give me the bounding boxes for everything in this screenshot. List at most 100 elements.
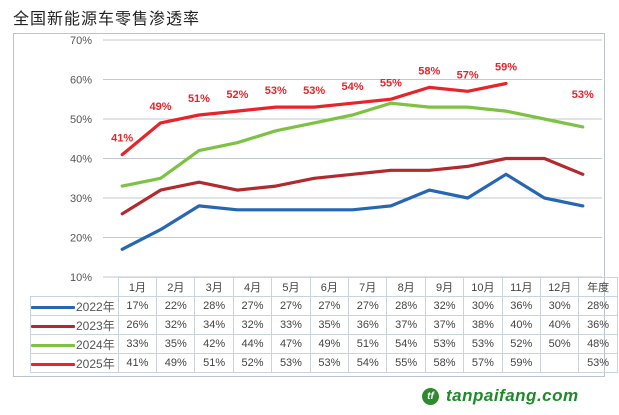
- table-cell: 26%: [117, 315, 158, 335]
- table-cell: 49%: [156, 353, 196, 373]
- table-cell: 35%: [156, 334, 196, 354]
- table-cell: 53%: [271, 353, 311, 373]
- data-label: 52%: [226, 89, 248, 101]
- category-label: 11月: [501, 277, 542, 297]
- y-tick-label: 40%: [70, 154, 92, 166]
- table-cell: 33%: [271, 315, 311, 335]
- table-row: 2024年 33% 35% 42% 44% 47% 49% 51% 54% 53% 53% 52% 50…: [30, 334, 618, 354]
- table-cell: 59%: [501, 353, 542, 373]
- table-row: 2022年 17% 22% 28% 27% 27% 27% 27% 28% 32% 30% 36% 30…: [30, 296, 618, 316]
- table-cell: 22%: [156, 296, 196, 316]
- logo-text: tanpaifang.com: [446, 386, 579, 405]
- series-line-2022年: [120, 172, 585, 251]
- y-tick-label: 50%: [70, 114, 92, 126]
- y-tick-label: 20%: [70, 233, 92, 245]
- legend-entry: 2025年: [30, 353, 119, 373]
- table-cell: 53%: [578, 353, 618, 373]
- legend-swatch-icon: [31, 324, 75, 328]
- data-label: 57%: [457, 69, 479, 81]
- legend-entry: 2023年: [30, 315, 119, 335]
- table-cell: 36%: [578, 315, 618, 335]
- table-cell: 27%: [232, 296, 273, 316]
- data-label: 59%: [495, 61, 517, 73]
- table-row: 2025年 41% 49% 51% 52% 53% 53% 54% 55% 58% 57% 59% 53…: [30, 353, 618, 373]
- series-name: 2024年: [76, 337, 115, 352]
- data-table: 1月 2月 3月 4月 5月 6月 7月 8月 9月 10月 11月 12月 年度 2022年 17% 22%…: [30, 277, 618, 373]
- watermark-logo: tf tanpaifang.com: [422, 386, 579, 406]
- table-cell: 28%: [578, 296, 618, 316]
- table-cell: 32%: [156, 315, 196, 335]
- table-cell: 27%: [271, 296, 311, 316]
- series-name: 2022年: [76, 299, 115, 314]
- table-header-row: 1月 2月 3月 4月 5月 6月 7月 8月 9月 10月 11月 12月 年度: [30, 277, 618, 297]
- table-cell: 57%: [463, 353, 503, 373]
- table-cell: 51%: [194, 353, 234, 373]
- legend-swatch-icon: [31, 362, 75, 366]
- data-label: 55%: [380, 77, 402, 89]
- category-label: 6月: [309, 277, 350, 297]
- table-cell: 36%: [501, 296, 542, 316]
- table-cell: 55%: [386, 353, 426, 373]
- series-line-2025年: [120, 81, 508, 157]
- data-label: 49%: [150, 101, 172, 113]
- category-label: 3月: [194, 277, 234, 297]
- series-name: 2023年: [76, 318, 115, 333]
- category-label: 10月: [463, 277, 503, 297]
- table-cell: 28%: [386, 296, 426, 316]
- data-label: 51%: [188, 93, 210, 105]
- y-tick-label: 30%: [70, 193, 92, 205]
- table-cell: 17%: [117, 296, 158, 316]
- table-cell: 34%: [194, 315, 234, 335]
- table-cell: 44%: [232, 334, 273, 354]
- table-cell: 54%: [348, 353, 388, 373]
- y-tick-label: 60%: [70, 75, 92, 87]
- table-cell: 52%: [501, 334, 542, 354]
- table-cell: 53%: [309, 353, 350, 373]
- category-label: 12月: [539, 277, 580, 297]
- table-cell: 28%: [194, 296, 234, 316]
- data-label: 53%: [572, 89, 594, 101]
- table-cell: 32%: [232, 315, 273, 335]
- table-cell: 41%: [117, 353, 158, 373]
- category-label: 7月: [348, 277, 388, 297]
- logo-icon: tf: [422, 387, 439, 405]
- table-cell: 40%: [539, 315, 580, 335]
- data-label: 58%: [418, 65, 440, 77]
- category-label: 4月: [232, 277, 273, 297]
- table-cell: 53%: [424, 334, 465, 354]
- chart-title: 全国新能源车零售渗透率: [13, 9, 201, 28]
- table-cell: 38%: [463, 315, 503, 335]
- table-cell: 33%: [117, 334, 158, 354]
- table-cell: 40%: [501, 315, 542, 335]
- table-cell: 27%: [309, 296, 350, 316]
- chart-frame: [13, 33, 605, 377]
- data-label: 41%: [111, 133, 133, 145]
- table-cell: 53%: [463, 334, 503, 354]
- category-label: 9月: [424, 277, 465, 297]
- legend-entry: 2024年: [30, 334, 119, 354]
- data-label: 54%: [341, 81, 363, 93]
- table-cell: 42%: [194, 334, 234, 354]
- category-label: 2月: [156, 277, 196, 297]
- table-cell: 35%: [309, 315, 350, 335]
- table-cell: 36%: [348, 315, 388, 335]
- table-corner: [30, 277, 119, 297]
- table-cell: 51%: [348, 334, 388, 354]
- table-cell: 49%: [309, 334, 350, 354]
- table-cell: 32%: [424, 296, 465, 316]
- table-row: 2023年 26% 32% 34% 32% 33% 35% 36% 37% 37% 38% 40% 40…: [30, 315, 618, 335]
- table-cell: 37%: [386, 315, 426, 335]
- category-label: 8月: [386, 277, 426, 297]
- table-cell: 52%: [232, 353, 273, 373]
- table-cell: 30%: [463, 296, 503, 316]
- table-cell: 30%: [539, 296, 580, 316]
- category-label: 1月: [117, 277, 158, 297]
- table-cell: 27%: [348, 296, 388, 316]
- table-cell: 54%: [386, 334, 426, 354]
- series-line-2024年: [120, 101, 585, 188]
- series-line-2023年: [120, 156, 585, 216]
- data-label: 53%: [265, 85, 287, 97]
- series-name: 2025年: [76, 356, 115, 371]
- y-tick-label: 70%: [70, 35, 92, 47]
- legend-swatch-icon: [31, 305, 75, 309]
